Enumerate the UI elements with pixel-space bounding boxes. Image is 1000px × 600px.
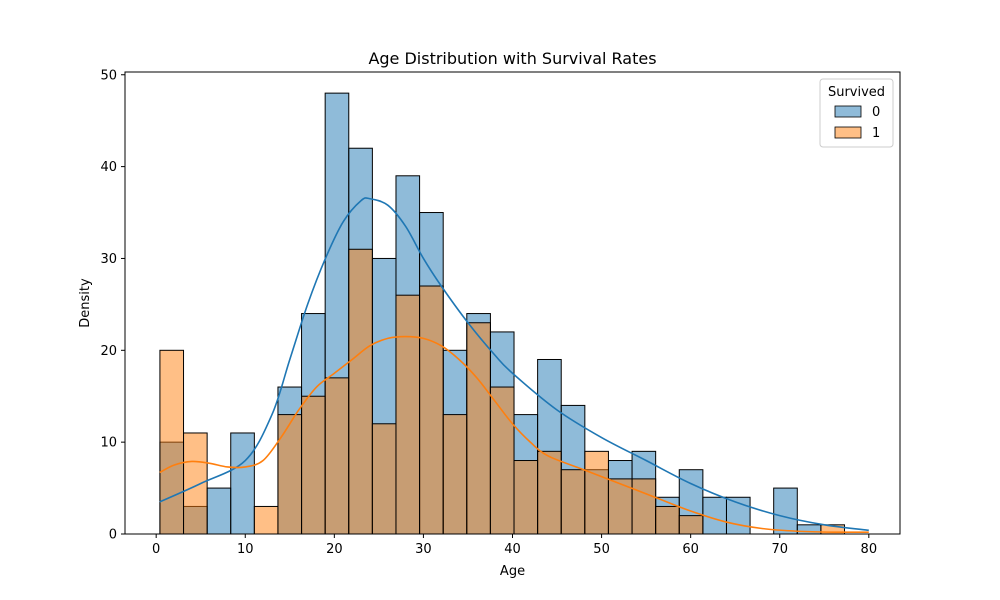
bar-survived-1-bin-20 [631, 478, 657, 535]
bar-survived-1-bin-13 [466, 322, 491, 535]
bar-survived-1-bin-4 [253, 505, 279, 535]
x-tick-label: 60 [682, 542, 699, 557]
bar-survived-0-bin-3 [230, 432, 255, 535]
x-tick-label: 50 [593, 542, 610, 557]
legend-label-1: 1 [872, 126, 880, 141]
chart-title: Age Distribution with Survival Rates [368, 49, 656, 68]
bar-survived-1-bin-16 [537, 450, 562, 535]
bars-layer [159, 92, 846, 535]
y-tick-label: 50 [100, 68, 117, 83]
bar-survived-1-bin-8 [348, 248, 373, 535]
y-tick-label: 10 [100, 436, 117, 451]
y-tick-label: 0 [109, 528, 117, 543]
legend-swatch-1 [834, 126, 862, 139]
bar-survived-1-bin-17 [560, 469, 586, 535]
legend-title: Survived [828, 85, 885, 100]
y-tick-label: 30 [100, 252, 117, 267]
x-axis-ticks: 0 10 20 30 40 50 60 70 80 [152, 534, 877, 557]
bar-survived-1-bin-9 [371, 423, 397, 535]
bar-survived-1-bin-7 [324, 377, 350, 535]
bar-survived-1-bin-18 [584, 450, 609, 535]
legend: Survived 0 1 [819, 78, 894, 148]
y-tick-label: 40 [100, 160, 117, 175]
x-tick-label: 80 [861, 542, 878, 557]
x-tick-label: 20 [326, 542, 343, 557]
bar-survived-0-bin-2 [206, 487, 232, 535]
bar-survived-1-bin-22 [678, 515, 704, 535]
x-tick-label: 0 [152, 542, 160, 557]
bar-survived-1-bin-0 [159, 349, 185, 535]
kde-layer [159, 197, 869, 534]
bar-survived-1-bin-5 [277, 414, 303, 535]
kde-line-survived-1 [159, 335, 869, 534]
bar-survived-1-bin-21 [655, 505, 680, 535]
x-tick-label: 70 [771, 542, 788, 557]
x-tick-label: 40 [504, 542, 521, 557]
bar-survived-0-bin-26 [773, 487, 798, 535]
x-axis-label: Age [500, 564, 525, 579]
kde-line-survived-0 [159, 197, 869, 532]
bar-survived-1-bin-12 [442, 414, 468, 535]
bar-survived-1-bin-10 [395, 294, 421, 535]
bar-survived-1-bin-6 [301, 395, 326, 535]
y-axis-label: Density [78, 278, 93, 328]
bar-survived-1-bin-14 [489, 386, 515, 535]
y-axis-ticks: 0 10 20 30 40 50 [100, 68, 125, 543]
bar-survived-1-bin-1 [183, 432, 208, 535]
y-tick-label: 20 [100, 344, 117, 359]
x-tick-label: 10 [237, 542, 254, 557]
bar-survived-1-bin-11 [419, 285, 444, 535]
legend-label-0: 0 [872, 105, 880, 120]
legend-swatch-0 [834, 105, 862, 118]
x-tick-label: 30 [415, 542, 432, 557]
bar-survived-1-bin-15 [513, 460, 539, 535]
